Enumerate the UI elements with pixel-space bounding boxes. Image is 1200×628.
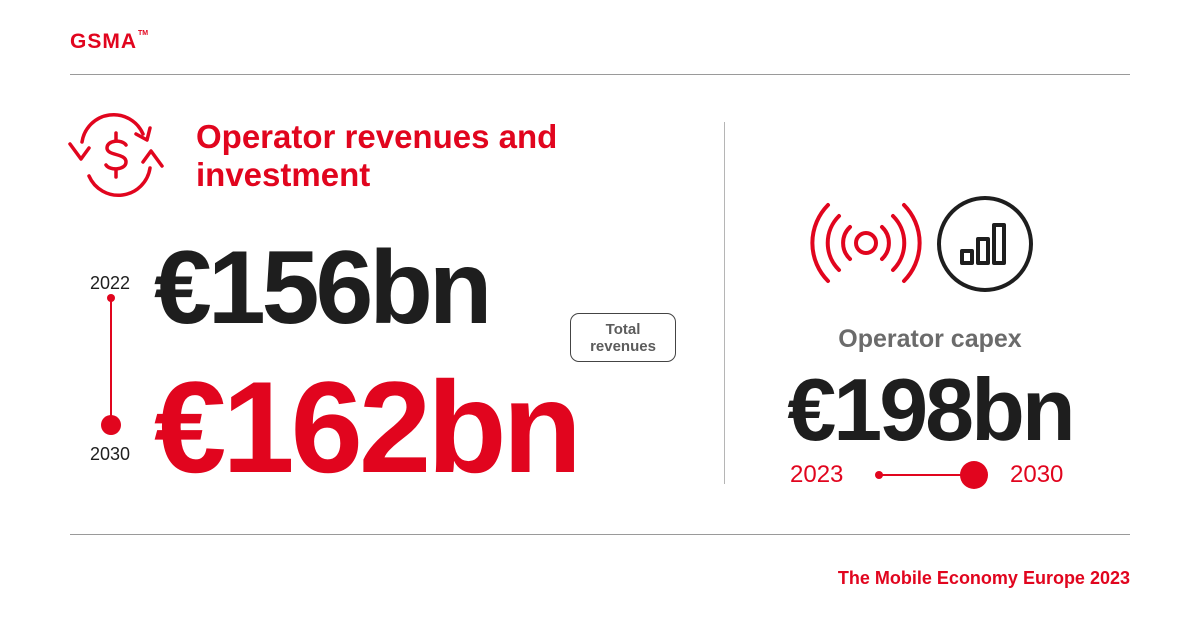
bottom-divider [70,534,1130,535]
capex-label: Operator capex [838,325,1022,353]
timeline-end-dot [101,415,121,435]
capex-value: €198bn [787,360,1075,459]
capex-timeline-start-dot [875,471,883,479]
top-divider [70,74,1130,75]
timeline-line [110,299,112,419]
year-end-label: 2030 [90,444,131,464]
capex-timeline-line [880,474,972,476]
revenue-2030-value: €162bn [154,354,582,500]
signal-broadcast-icon [810,203,922,283]
revenue-2022-value: €156bn [154,230,492,346]
total-revenues-badge: Total revenues [570,313,676,362]
dollar-cycle-icon [68,112,164,198]
footer-source: The Mobile Economy Europe 2023 [837,568,1130,588]
year-start-label: 2022 [90,273,131,293]
gsma-logo: GSMATM [70,30,149,53]
section-title: Operator revenues and investment [196,118,558,193]
signal-bars-icon [937,196,1033,292]
capex-year-end: 2030 [1010,461,1064,488]
capex-year-start: 2023 [790,461,844,488]
capex-timeline-end-dot [960,461,988,489]
vertical-divider [724,122,725,484]
timeline-start-dot [107,294,115,302]
